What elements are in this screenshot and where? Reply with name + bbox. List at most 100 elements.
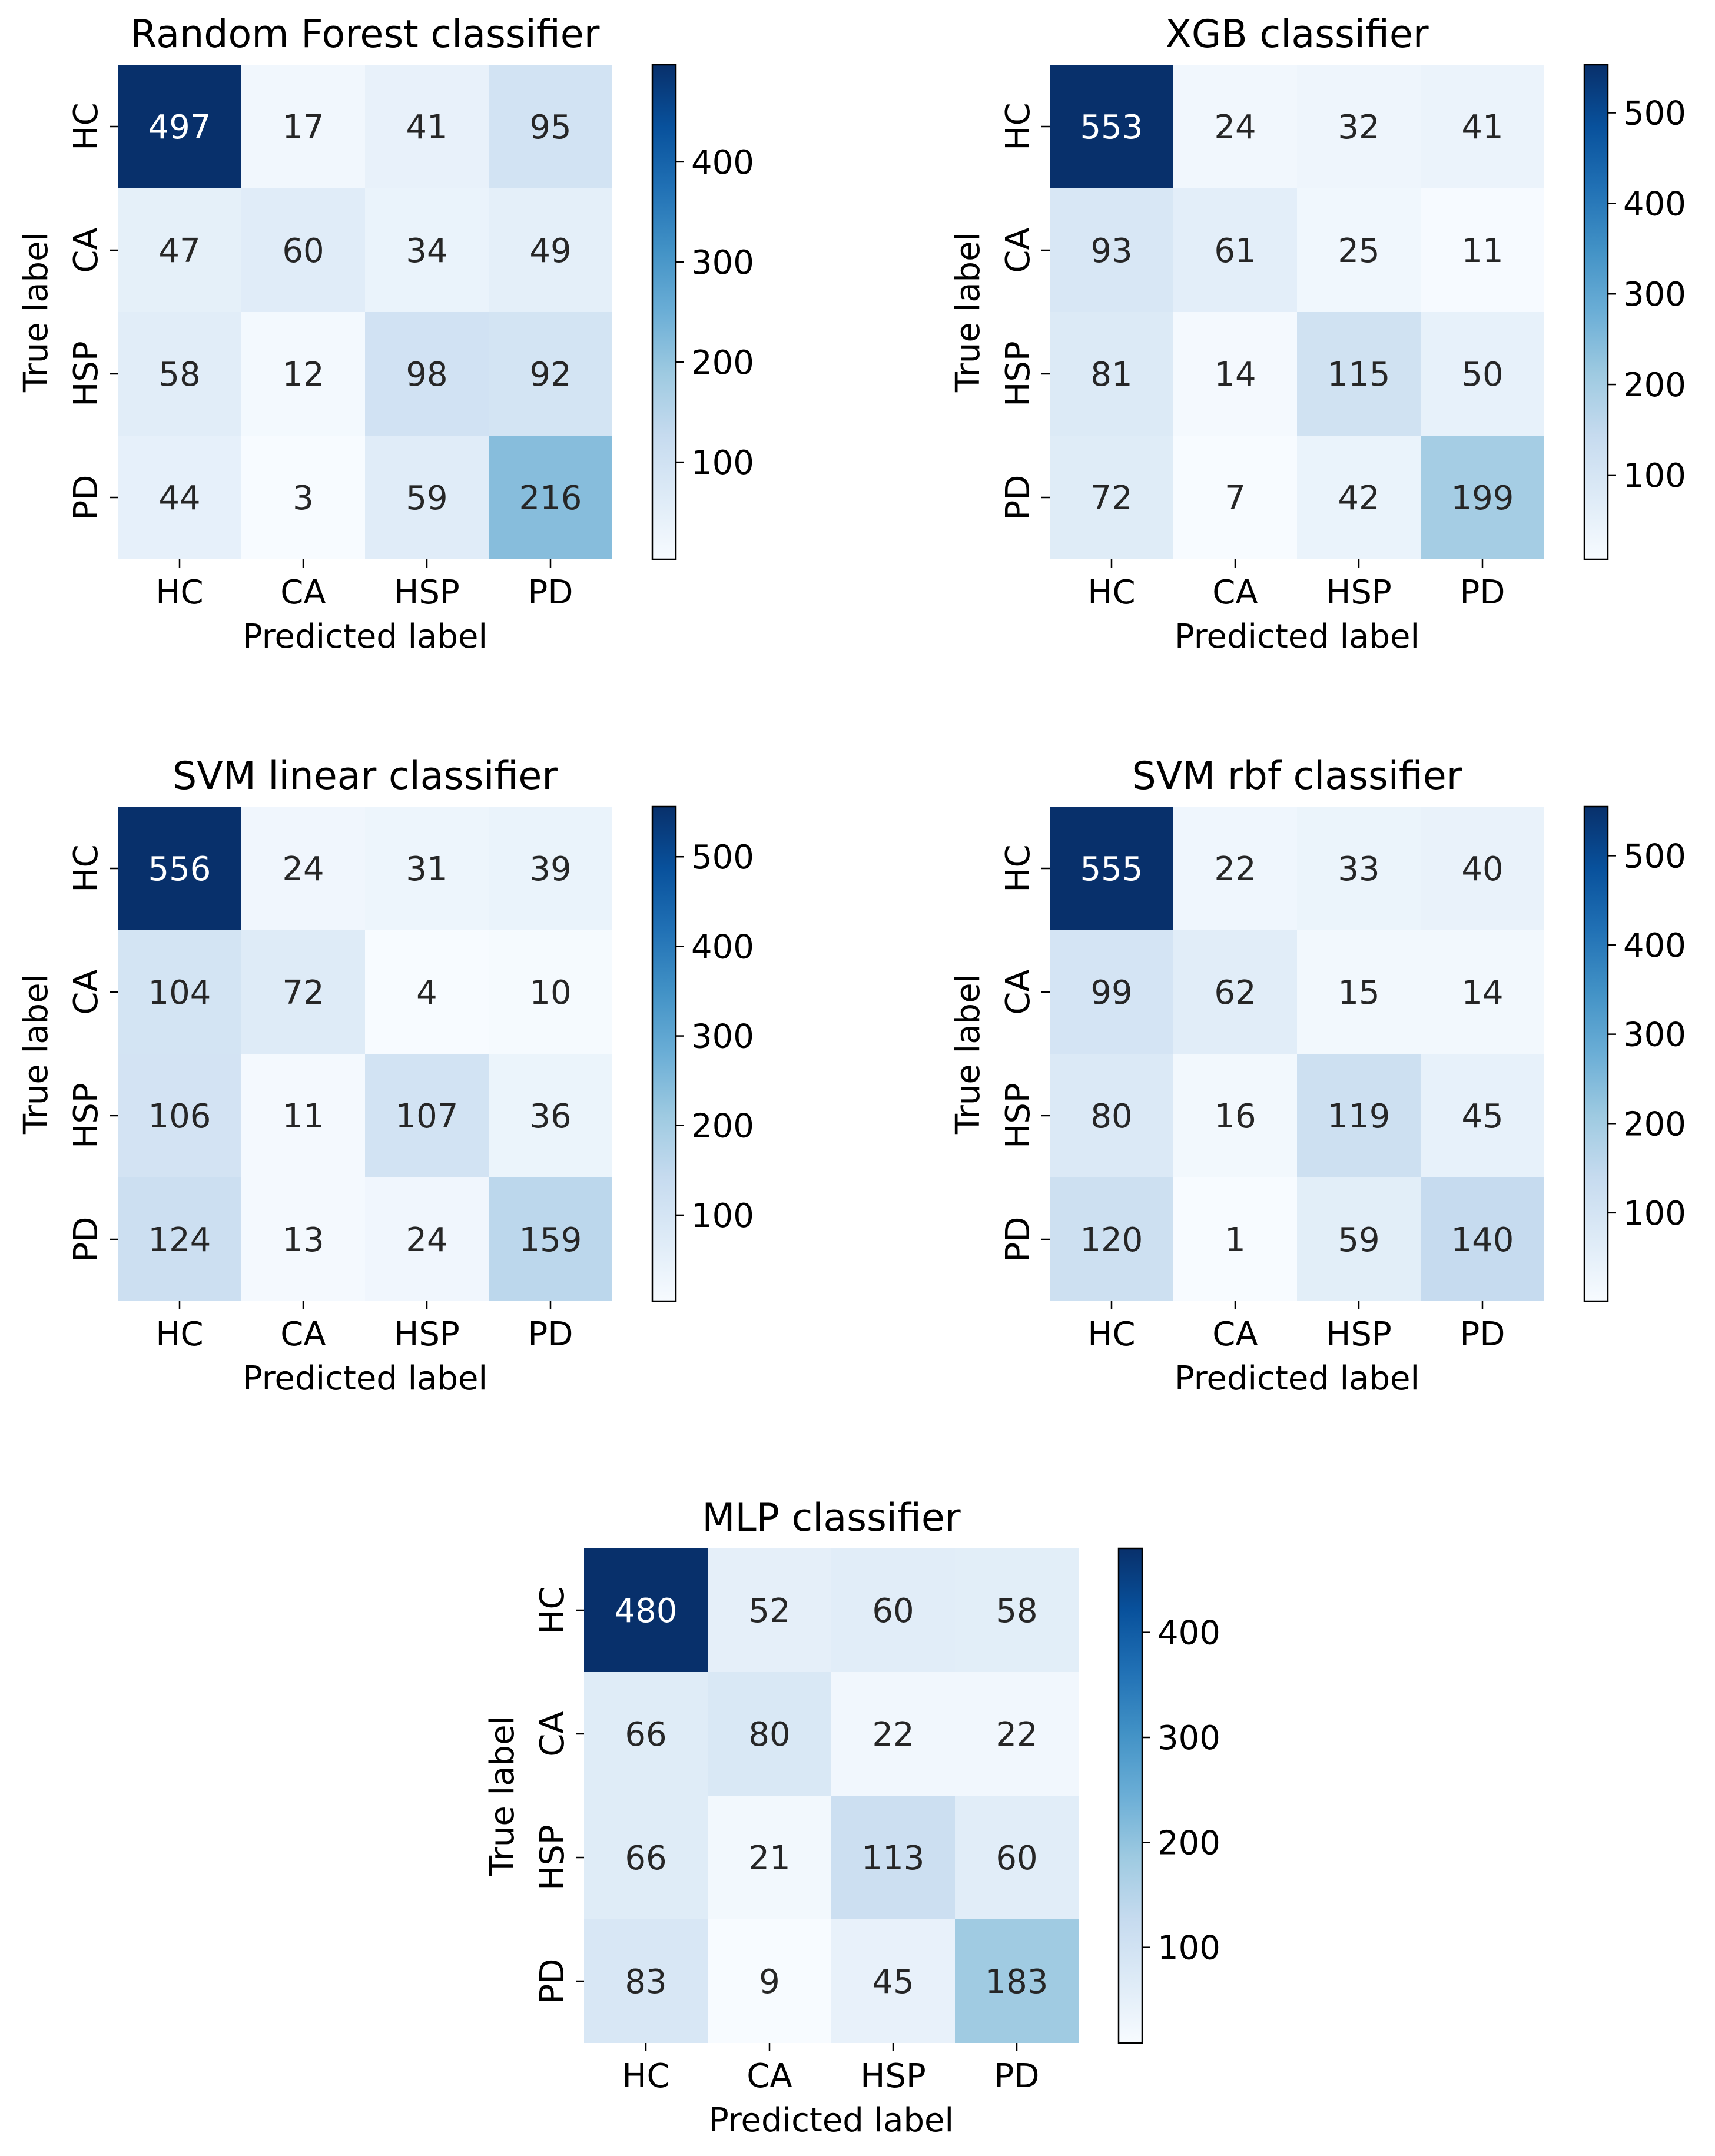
chart-title: Random Forest classifier (131, 12, 600, 57)
heatmap-cell (1173, 436, 1297, 559)
y-tick-label: HC (999, 844, 1037, 892)
heatmap-cell (1297, 930, 1421, 1054)
heatmap-cell (1421, 188, 1544, 312)
heatmap-cell (118, 1177, 241, 1301)
colorbar-tick-label: 300 (1623, 1016, 1686, 1054)
heatmap-cell (489, 807, 612, 930)
heatmap-cell (1421, 930, 1544, 1054)
confusion-matrix-panel: SVM rbf classifier 555 22 33 40 99 62 15 14 80 16 1… (949, 754, 1686, 1398)
cell-value-label: 216 (519, 479, 582, 518)
y-tick-label: CA (67, 227, 105, 273)
heatmap-cell (584, 1796, 708, 1919)
heatmap-cell (118, 1054, 241, 1177)
heatmap-cell (708, 1548, 831, 1672)
cell-value-label: 62 (1214, 974, 1256, 1012)
heatmap-cell (365, 930, 489, 1054)
heatmap-cell (1421, 1054, 1544, 1177)
y-tick-label: HC (999, 102, 1037, 150)
confusion-matrix-panel: MLP classifier 480 52 60 58 66 80 22 22 66 21 113 60… (483, 1496, 1220, 2140)
cell-value-label: 93 (1090, 232, 1132, 270)
colorbar-tick-label: 100 (691, 1197, 754, 1235)
cell-value-label: 49 (529, 232, 571, 270)
colorbar-tick-label: 100 (691, 444, 754, 482)
cell-value-label: 41 (406, 108, 447, 147)
cell-value-label: 22 (996, 1716, 1037, 1754)
cell-value-label: 58 (996, 1592, 1037, 1630)
cell-value-label: 3 (293, 479, 314, 518)
cell-value-label: 14 (1461, 974, 1503, 1012)
cell-value-label: 1 (1225, 1221, 1246, 1259)
heatmap-cell (831, 1672, 955, 1796)
cell-value-label: 34 (406, 232, 447, 270)
y-tick-label: PD (67, 1217, 105, 1262)
heatmap-cell (241, 1054, 365, 1177)
y-tick-label: HSP (67, 1083, 105, 1148)
colorbar-tick-label: 200 (1623, 366, 1686, 404)
colorbar-tick-label: 300 (691, 1018, 754, 1056)
heatmap-cell (1173, 312, 1297, 436)
cell-value-label: 83 (625, 1963, 666, 2001)
cell-value-label: 104 (148, 974, 211, 1012)
x-tick-label: HSP (1326, 1315, 1391, 1354)
cell-value-label: 124 (148, 1221, 211, 1259)
x-tick-label: PD (528, 1315, 573, 1354)
cell-value-label: 66 (625, 1716, 666, 1754)
heatmap-cell (1297, 188, 1421, 312)
heatmap-cell (118, 312, 241, 436)
heatmap-cell (241, 807, 365, 930)
colorbar (651, 805, 677, 1302)
cell-value-label: 36 (529, 1097, 571, 1136)
heatmap-cell (708, 1672, 831, 1796)
heatmap-cell (489, 1054, 612, 1177)
cell-value-label: 47 (158, 232, 200, 270)
heatmap-cell (489, 65, 612, 188)
x-tick-label: HC (155, 573, 203, 612)
cell-value-label: 24 (282, 850, 324, 888)
heatmap-cell (118, 188, 241, 312)
x-tick-label: PD (1460, 573, 1505, 612)
cell-value-label: 45 (1461, 1097, 1503, 1136)
heatmap-cell (955, 1796, 1079, 1919)
colorbar-tick-label: 200 (1157, 1824, 1220, 1862)
y-tick-label: HC (67, 102, 105, 150)
cell-value-label: 17 (282, 108, 324, 147)
heatmap-cell (118, 807, 241, 930)
cell-value-label: 22 (872, 1716, 914, 1754)
y-axis-label: True label (483, 1716, 522, 1876)
cell-value-label: 555 (1080, 850, 1143, 888)
heatmap-cell (584, 1919, 708, 2043)
heatmap-cell (118, 930, 241, 1054)
cell-value-label: 72 (282, 974, 324, 1012)
heatmap-cell (955, 1548, 1079, 1672)
cell-value-label: 59 (406, 479, 447, 518)
heatmap-cell (118, 436, 241, 559)
cell-value-label: 24 (1214, 108, 1256, 147)
heatmap-cell (1297, 65, 1421, 188)
x-tick-label: PD (1460, 1315, 1505, 1354)
cell-value-label: 80 (1090, 1097, 1132, 1136)
x-axis-label: Predicted label (709, 2101, 954, 2140)
x-tick-label: PD (528, 573, 573, 612)
heatmap-cell (1173, 807, 1297, 930)
colorbar-tick-label: 300 (691, 244, 754, 282)
cell-value-label: 199 (1451, 479, 1514, 518)
heatmap-cell (365, 312, 489, 436)
y-axis-label: True label (949, 974, 987, 1135)
colorbar-tick-label: 400 (1623, 927, 1686, 965)
cell-value-label: 95 (529, 108, 571, 147)
x-axis-label: Predicted label (1175, 1359, 1419, 1398)
cell-value-label: 98 (406, 356, 447, 394)
heatmap-cell (489, 930, 612, 1054)
cell-value-label: 553 (1080, 108, 1143, 147)
y-axis-label: True label (949, 232, 987, 393)
heatmap-cell (1050, 436, 1173, 559)
cell-value-label: 10 (529, 974, 571, 1012)
colorbar-tick-label: 400 (691, 144, 754, 182)
y-tick-label: PD (999, 1217, 1037, 1262)
heatmap-cell (1421, 65, 1544, 188)
heatmap-cell (1050, 1054, 1173, 1177)
cell-value-label: 92 (529, 356, 571, 394)
x-tick-label: CA (1212, 1315, 1258, 1354)
colorbar-tick-label: 400 (691, 928, 754, 966)
